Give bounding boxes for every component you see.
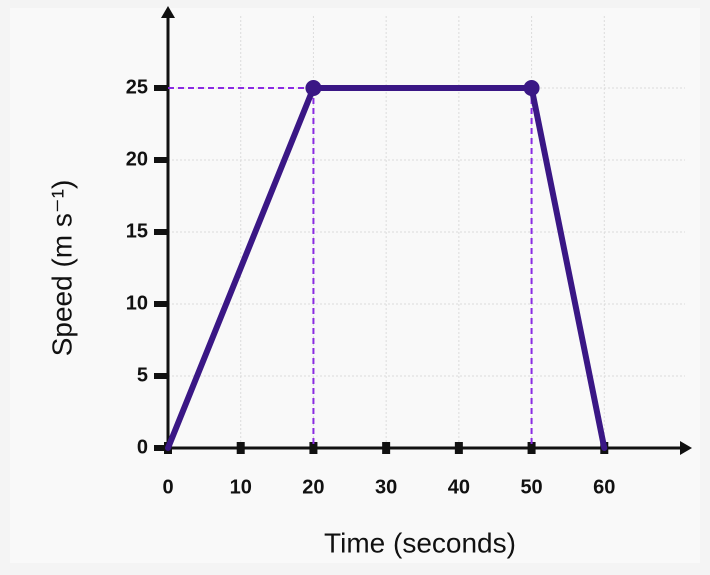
y-tick-label: 15 bbox=[126, 220, 148, 242]
x-tick-label: 10 bbox=[230, 476, 252, 498]
y-tick bbox=[154, 373, 168, 379]
x-tick-label: 20 bbox=[302, 476, 324, 498]
y-tick-label: 25 bbox=[126, 76, 148, 98]
x-tick bbox=[236, 442, 245, 454]
x-tick bbox=[382, 442, 391, 454]
y-axis-title: Speed (m s⁻¹) bbox=[46, 180, 77, 357]
x-tick-label: 0 bbox=[162, 476, 173, 498]
y-tick-label: 0 bbox=[137, 436, 148, 458]
x-axis-title: Time (seconds) bbox=[324, 527, 516, 558]
y-axis-arrow bbox=[161, 6, 175, 18]
x-tick bbox=[527, 442, 536, 454]
x-tick bbox=[454, 442, 463, 454]
y-tick-label: 10 bbox=[126, 292, 148, 314]
x-tick-label: 60 bbox=[593, 476, 615, 498]
x-tick bbox=[309, 442, 318, 454]
y-tick bbox=[154, 157, 168, 163]
x-tick-label: 50 bbox=[520, 476, 542, 498]
y-tick bbox=[154, 229, 168, 235]
point bbox=[523, 80, 540, 96]
line bbox=[165, 85, 608, 451]
x-tick-label: 30 bbox=[375, 476, 397, 498]
y-tick-label: 5 bbox=[137, 364, 148, 386]
x-tick-label: 40 bbox=[448, 476, 470, 498]
point bbox=[305, 80, 322, 96]
y-tick-label: 20 bbox=[126, 148, 148, 170]
chart-background bbox=[10, 8, 700, 563]
y-tick bbox=[154, 85, 168, 91]
y-tick bbox=[154, 301, 168, 307]
x-axis-arrow bbox=[680, 441, 692, 455]
y-tick bbox=[154, 445, 168, 451]
